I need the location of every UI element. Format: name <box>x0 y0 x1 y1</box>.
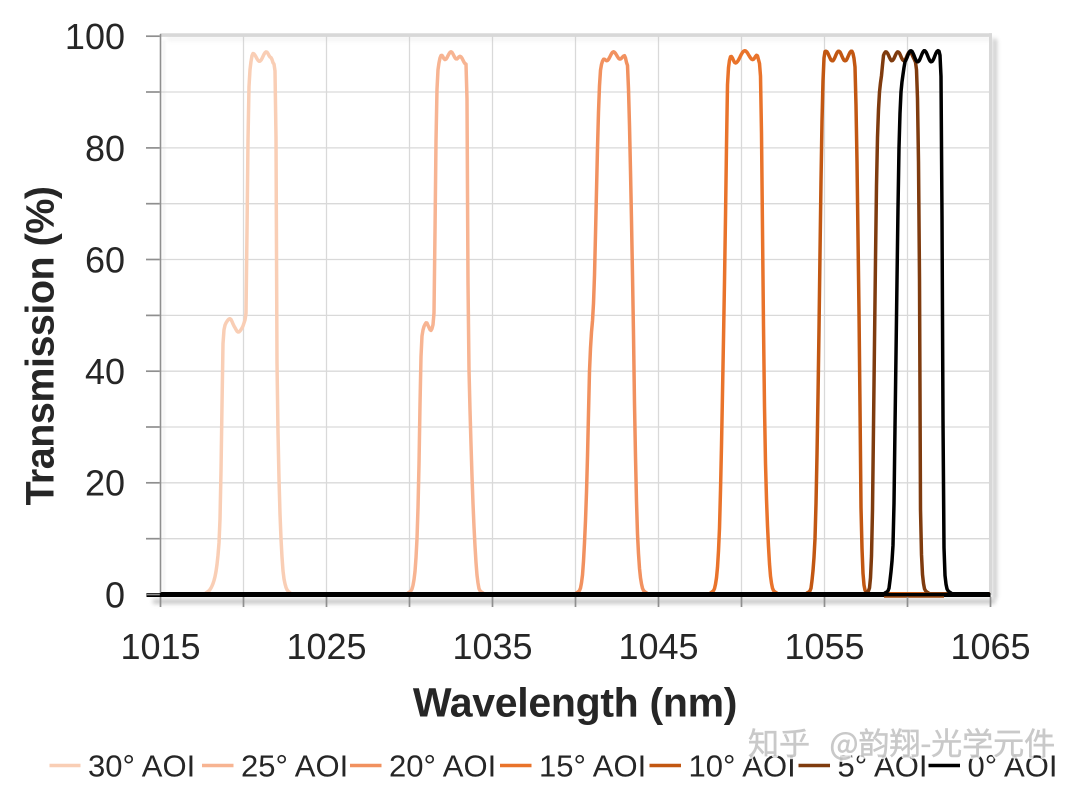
svg-text:15° AOI: 15° AOI <box>539 749 646 784</box>
svg-text:1035: 1035 <box>452 626 532 667</box>
svg-text:80: 80 <box>85 128 125 169</box>
svg-text:40: 40 <box>85 351 125 392</box>
svg-text:1015: 1015 <box>120 626 200 667</box>
svg-text:20° AOI: 20° AOI <box>389 749 496 784</box>
svg-text:20: 20 <box>85 463 125 504</box>
svg-text:1065: 1065 <box>950 626 1030 667</box>
svg-text:1025: 1025 <box>286 626 366 667</box>
svg-text:25° AOI: 25° AOI <box>241 749 348 784</box>
svg-text:0: 0 <box>105 574 125 615</box>
svg-text:1045: 1045 <box>618 626 698 667</box>
svg-text:1055: 1055 <box>784 626 864 667</box>
svg-text:100: 100 <box>65 16 125 57</box>
svg-text:Transmission (%): Transmission (%) <box>19 186 63 505</box>
svg-text:30° AOI: 30° AOI <box>88 749 195 784</box>
svg-text:60: 60 <box>85 239 125 280</box>
svg-text:10° AOI: 10° AOI <box>689 749 796 784</box>
svg-text:Wavelength (nm): Wavelength (nm) <box>413 680 737 726</box>
